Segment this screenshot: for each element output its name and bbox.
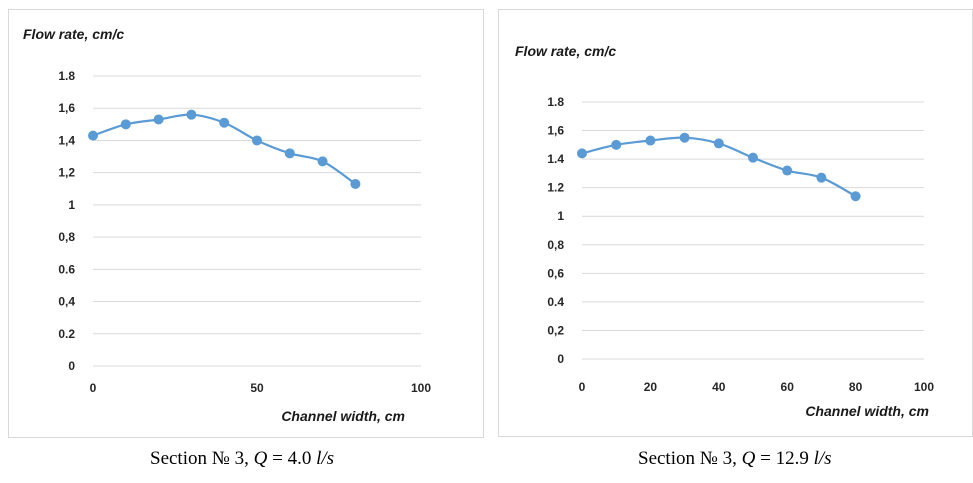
y-axis-title: Flow rate, cm/c [23, 26, 124, 42]
data-point [120, 119, 131, 130]
y-tick-label: 0 [557, 352, 564, 366]
y-tick-label: 1.2 [547, 181, 564, 195]
caption-q: Q [741, 448, 756, 469]
data-point [611, 139, 622, 150]
data-point [186, 109, 197, 120]
y-tick-label: 0 [68, 359, 75, 373]
data-point [350, 178, 361, 189]
data-point [645, 135, 656, 146]
y-axis-title: Flow rate, cm/c [515, 43, 616, 59]
y-tick-label: 1.8 [547, 95, 564, 109]
y-tick-label: 0.4 [547, 295, 564, 309]
x-tick-label: 0 [90, 381, 97, 395]
y-tick-label: 0.6 [58, 262, 75, 276]
data-point [782, 165, 793, 176]
caption-prefix: Section № 3, [638, 448, 742, 469]
caption-eq: = 12.9 [755, 448, 814, 469]
chart-caption-left: Section № 3, Q = 4.0 l/s [150, 448, 334, 470]
data-point [577, 148, 587, 159]
caption-unit: l/s [316, 448, 335, 469]
data-point [153, 114, 164, 125]
x-axis-title: Channel width, cm [281, 408, 405, 424]
data-point [88, 130, 98, 141]
data-point [252, 135, 262, 146]
data-point [317, 156, 328, 167]
x-tick-label: 40 [712, 380, 726, 394]
x-tick-label: 60 [781, 380, 795, 394]
data-point [816, 172, 827, 183]
y-tick-label: 0,8 [58, 230, 75, 244]
y-tick-label: 1 [68, 198, 75, 212]
data-point [850, 191, 861, 202]
y-tick-label: 1.4 [547, 152, 564, 166]
data-point [679, 132, 690, 143]
data-point [748, 152, 758, 163]
y-tick-label: 1.8 [58, 69, 75, 83]
flow-rate-chart-right: 0 0,2 0.4 0,6 0,8 1 1.2 1.4 1,6 1.8 0 20 40 60 80 100 Fl… [515, 43, 934, 419]
y-tick-label: 0,4 [58, 295, 75, 309]
x-axis-title: Channel width, cm [805, 403, 929, 419]
data-point [713, 138, 724, 149]
x-tick-label: 80 [849, 380, 863, 394]
x-tick-label: 50 [250, 381, 264, 395]
x-tick-label: 0 [579, 380, 586, 394]
flow-rate-chart-left: 0 0.2 0,4 0.6 0,8 1 1,2 1,4 1,6 1.8 0 50 100 Flow rat… [23, 26, 431, 424]
x-tick-label: 20 [644, 380, 658, 394]
caption-eq: = 4.0 [267, 448, 317, 469]
y-tick-label: 1,6 [58, 101, 75, 115]
y-tick-label: 0,2 [547, 323, 564, 337]
y-tick-label: 1,2 [58, 166, 75, 180]
y-tick-label: 0,8 [547, 238, 564, 252]
caption-q: Q [253, 448, 268, 469]
x-tick-label: 100 [411, 381, 431, 395]
y-tick-label: 0,6 [547, 266, 564, 280]
chart-panel-left: 0 0.2 0,4 0.6 0,8 1 1,2 1,4 1,6 1.8 0 50 100 Flow rat… [8, 9, 484, 438]
x-tick-label: 100 [914, 380, 934, 394]
data-point [219, 117, 230, 128]
y-tick-label: 1 [557, 209, 564, 223]
y-tick-label: 0.2 [58, 327, 75, 341]
y-tick-label: 1,4 [58, 133, 75, 147]
data-point [284, 148, 295, 159]
caption-prefix: Section № 3, [150, 448, 254, 469]
chart-caption-right: Section № 3, Q = 12.9 l/s [638, 448, 832, 470]
y-tick-label: 1,6 [547, 124, 564, 138]
caption-unit: l/s [813, 448, 832, 469]
chart-panel-right: 0 0,2 0.4 0,6 0,8 1 1.2 1.4 1,6 1.8 0 20 40 60 80 100 Fl… [498, 9, 973, 437]
